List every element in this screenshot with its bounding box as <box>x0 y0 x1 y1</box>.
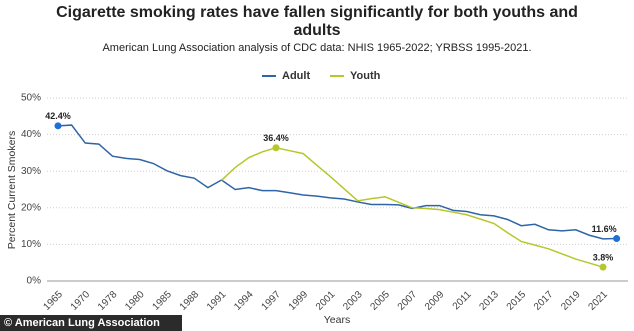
y-tick-label: 0% <box>27 276 42 287</box>
data-label: 42.4% <box>45 111 71 121</box>
legend-label: Youth <box>350 70 381 82</box>
x-tick-label: 2001 <box>314 289 338 313</box>
x-tick-label: 1965 <box>41 289 65 313</box>
x-tick-label: 2003 <box>341 289 365 313</box>
y-tick-label: 10% <box>21 239 41 250</box>
x-tick-label: 2005 <box>368 289 392 313</box>
x-tick-label: 2021 <box>586 289 610 313</box>
y-axis-label: Percent Current Smokers <box>6 131 18 249</box>
x-tick-label: 1980 <box>123 289 147 313</box>
x-tick-label: 2015 <box>505 289 529 313</box>
data-point <box>272 144 280 152</box>
series-line <box>57 124 617 240</box>
y-tick-label: 30% <box>21 166 41 177</box>
y-tick-label: 40% <box>21 129 41 140</box>
y-tick-label: 20% <box>21 202 41 213</box>
x-tick-label: 1970 <box>69 289 93 313</box>
credit-box <box>0 315 182 331</box>
x-tick-label: 2007 <box>396 289 420 313</box>
y-tick-label: 50% <box>21 93 41 104</box>
x-axis-label: Years <box>324 314 350 326</box>
series-line <box>220 147 604 268</box>
x-tick-label: 1991 <box>205 289 229 313</box>
legend-label: Adult <box>282 70 310 82</box>
x-tick-label: 2009 <box>423 289 447 313</box>
x-tick-label: 1994 <box>232 289 256 313</box>
x-tick-label: 2011 <box>451 289 474 312</box>
credit: © American Lung Association <box>4 317 160 329</box>
x-tick-label: 1999 <box>287 289 311 313</box>
x-tick-label: 1978 <box>96 289 120 313</box>
x-tick-label: 2013 <box>477 289 501 313</box>
data-label: 36.4% <box>263 133 289 143</box>
x-tick-label: 1997 <box>259 289 283 313</box>
chart-subtitle: American Lung Association analysis of CD… <box>102 42 531 54</box>
data-label: 11.6% <box>592 224 617 234</box>
x-tick-label: 1988 <box>178 289 202 313</box>
x-tick-label: 2019 <box>559 289 583 313</box>
data-point <box>613 235 621 243</box>
x-tick-label: 2017 <box>532 289 556 313</box>
chart-title: Cigarette smoking rates have fallen sign… <box>56 4 578 39</box>
data-point <box>54 122 62 130</box>
x-tick-label: 1985 <box>150 289 174 313</box>
data-label: 3.8% <box>593 252 614 262</box>
data-point <box>599 263 607 271</box>
